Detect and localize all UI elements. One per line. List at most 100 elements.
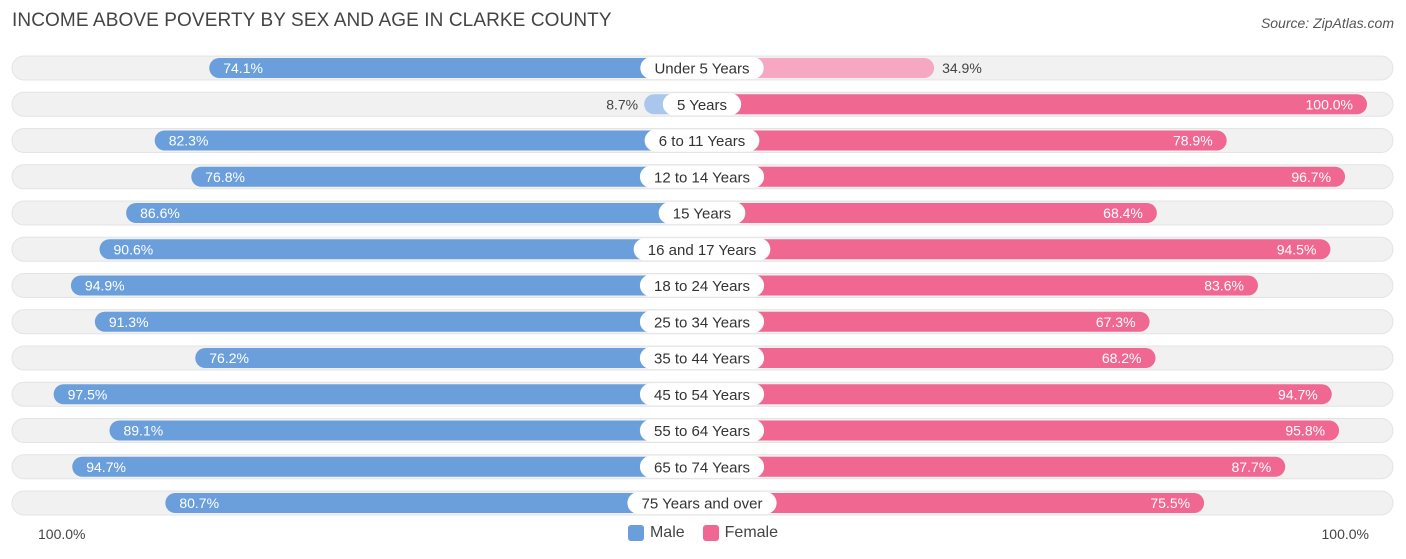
female-value-label: 96.7% bbox=[1291, 169, 1331, 185]
male-value-label: 90.6% bbox=[114, 241, 154, 257]
male-bar bbox=[70, 275, 703, 296]
female-value-label: 75.5% bbox=[1150, 495, 1190, 511]
female-bar bbox=[702, 203, 1157, 223]
male-bar bbox=[99, 239, 702, 260]
category-pill bbox=[639, 383, 765, 406]
chart-title: INCOME ABOVE POVERTY BY SEX AND AGE IN C… bbox=[12, 10, 612, 31]
male-value-label: 86.6% bbox=[140, 205, 180, 221]
bar-row: 45 to 54 Years 97.5% 94.7% bbox=[11, 381, 1394, 407]
male-bar bbox=[72, 456, 703, 477]
category-label: 45 to 54 Years bbox=[654, 387, 750, 404]
male-bar bbox=[195, 348, 702, 368]
category-label: 75 Years and over bbox=[642, 496, 763, 513]
bar-row: 6 to 11 Years 82.3% 78.9% bbox=[11, 128, 1394, 153]
bar-row: 65 to 74 Years 94.7% 87.7% bbox=[11, 454, 1394, 480]
bar-row: 12 to 14 Years 76.8% 96.7% bbox=[11, 164, 1394, 190]
male-value-label: 76.2% bbox=[209, 350, 249, 366]
female-bar bbox=[702, 384, 1332, 405]
female-value-label: 95.8% bbox=[1285, 423, 1325, 439]
female-bar bbox=[702, 94, 1367, 115]
legend-label-male: Male bbox=[649, 524, 685, 541]
bar-row: 15 Years 86.6% 68.4% bbox=[11, 200, 1394, 226]
female-value-label: 87.7% bbox=[1232, 459, 1272, 475]
axis-right-label: 100.0% bbox=[1321, 526, 1369, 542]
source-credit: Source: ZipAtlas.com bbox=[1260, 15, 1394, 31]
bar-row: 25 to 34 Years 91.3% 67.3% bbox=[11, 309, 1394, 335]
category-label: 25 to 34 Years bbox=[654, 314, 750, 331]
category-label: 65 to 74 Years bbox=[654, 459, 750, 476]
legend-label-female: Female bbox=[724, 524, 779, 541]
category-label: 5 Years bbox=[677, 97, 727, 114]
female-bar bbox=[702, 311, 1150, 332]
male-value-label: 94.9% bbox=[85, 278, 125, 294]
category-label: 35 to 44 Years bbox=[654, 351, 750, 368]
category-pill bbox=[658, 202, 746, 224]
category-label: 18 to 24 Years bbox=[654, 278, 750, 295]
male-value-label: 8.7% bbox=[606, 96, 638, 112]
category-pill bbox=[627, 492, 777, 514]
chart-canvas: Under 5 Years 74.1% 34.9% 5 Years 8.7% 100.0%… bbox=[11, 55, 1394, 516]
male-value-label: 94.7% bbox=[86, 459, 126, 475]
male-value-label: 91.3% bbox=[109, 314, 149, 330]
female-value-label: 78.9% bbox=[1173, 133, 1213, 149]
female-bar bbox=[702, 456, 1286, 477]
male-bar bbox=[165, 493, 703, 513]
category-pill bbox=[644, 129, 760, 152]
female-value-label: 94.7% bbox=[1278, 386, 1318, 402]
category-label: 12 to 14 Years bbox=[654, 169, 750, 186]
bar-row: 18 to 24 Years 94.9% 83.6% bbox=[11, 273, 1394, 298]
male-value-label: 76.8% bbox=[205, 169, 245, 185]
female-value-label: 68.4% bbox=[1103, 205, 1143, 221]
category-label: 15 Years bbox=[673, 206, 731, 223]
category-pill bbox=[639, 274, 765, 297]
female-value-label: 83.6% bbox=[1204, 278, 1244, 294]
male-bar bbox=[94, 311, 703, 332]
male-bar bbox=[191, 166, 702, 187]
bar-row: Under 5 Years 74.1% 34.9% bbox=[11, 55, 1394, 81]
male-value-label: 89.1% bbox=[123, 423, 163, 439]
legend: Male Female bbox=[0, 524, 1406, 542]
female-bar bbox=[702, 275, 1258, 296]
category-label: 55 to 64 Years bbox=[654, 423, 750, 440]
bar-row: 5 Years 8.7% 100.0% bbox=[11, 91, 1394, 117]
female-bar bbox=[702, 130, 1227, 151]
female-value-label: 34.9% bbox=[942, 60, 982, 76]
male-value-label: 74.1% bbox=[223, 60, 263, 76]
female-bar bbox=[702, 493, 1205, 513]
female-bar bbox=[702, 420, 1340, 441]
male-bar bbox=[209, 58, 703, 78]
female-value-label: 100.0% bbox=[1306, 96, 1353, 112]
male-bar bbox=[154, 130, 702, 151]
category-pill bbox=[639, 419, 765, 442]
female-value-label: 68.2% bbox=[1102, 350, 1142, 366]
axis-left-label: 100.0% bbox=[38, 526, 86, 542]
category-pill bbox=[639, 310, 765, 333]
male-value-label: 82.3% bbox=[169, 133, 209, 149]
male-bar bbox=[53, 384, 702, 405]
bar-row: 55 to 64 Years 89.1% 95.8% bbox=[11, 418, 1394, 443]
legend-item-male: Male bbox=[627, 524, 685, 542]
bar-row: 35 to 44 Years 76.2% 68.2% bbox=[11, 345, 1394, 371]
female-bar bbox=[702, 239, 1331, 260]
male-bar bbox=[109, 420, 703, 441]
female-value-label: 94.5% bbox=[1277, 241, 1317, 257]
category-pill bbox=[639, 455, 765, 478]
bar-row: 75 Years and over 80.7% 75.5% bbox=[11, 490, 1394, 516]
legend-item-female: Female bbox=[702, 524, 779, 542]
category-label: Under 5 Years bbox=[654, 61, 749, 78]
category-pill bbox=[639, 165, 765, 188]
category-pill bbox=[662, 93, 742, 116]
female-bar bbox=[702, 348, 1156, 368]
category-pill bbox=[633, 238, 771, 261]
male-value-label: 97.5% bbox=[68, 386, 108, 402]
female-value-label: 67.3% bbox=[1096, 314, 1136, 330]
female-bar bbox=[702, 166, 1346, 187]
category-pill bbox=[640, 57, 764, 79]
male-bar bbox=[126, 203, 703, 223]
legend-swatch-female bbox=[702, 525, 719, 541]
bar-row: 16 and 17 Years 90.6% 94.5% bbox=[11, 236, 1394, 262]
category-label: 6 to 11 Years bbox=[659, 133, 745, 150]
category-label: 16 and 17 Years bbox=[648, 242, 756, 259]
male-value-label: 80.7% bbox=[179, 495, 219, 511]
category-pill bbox=[639, 347, 765, 369]
